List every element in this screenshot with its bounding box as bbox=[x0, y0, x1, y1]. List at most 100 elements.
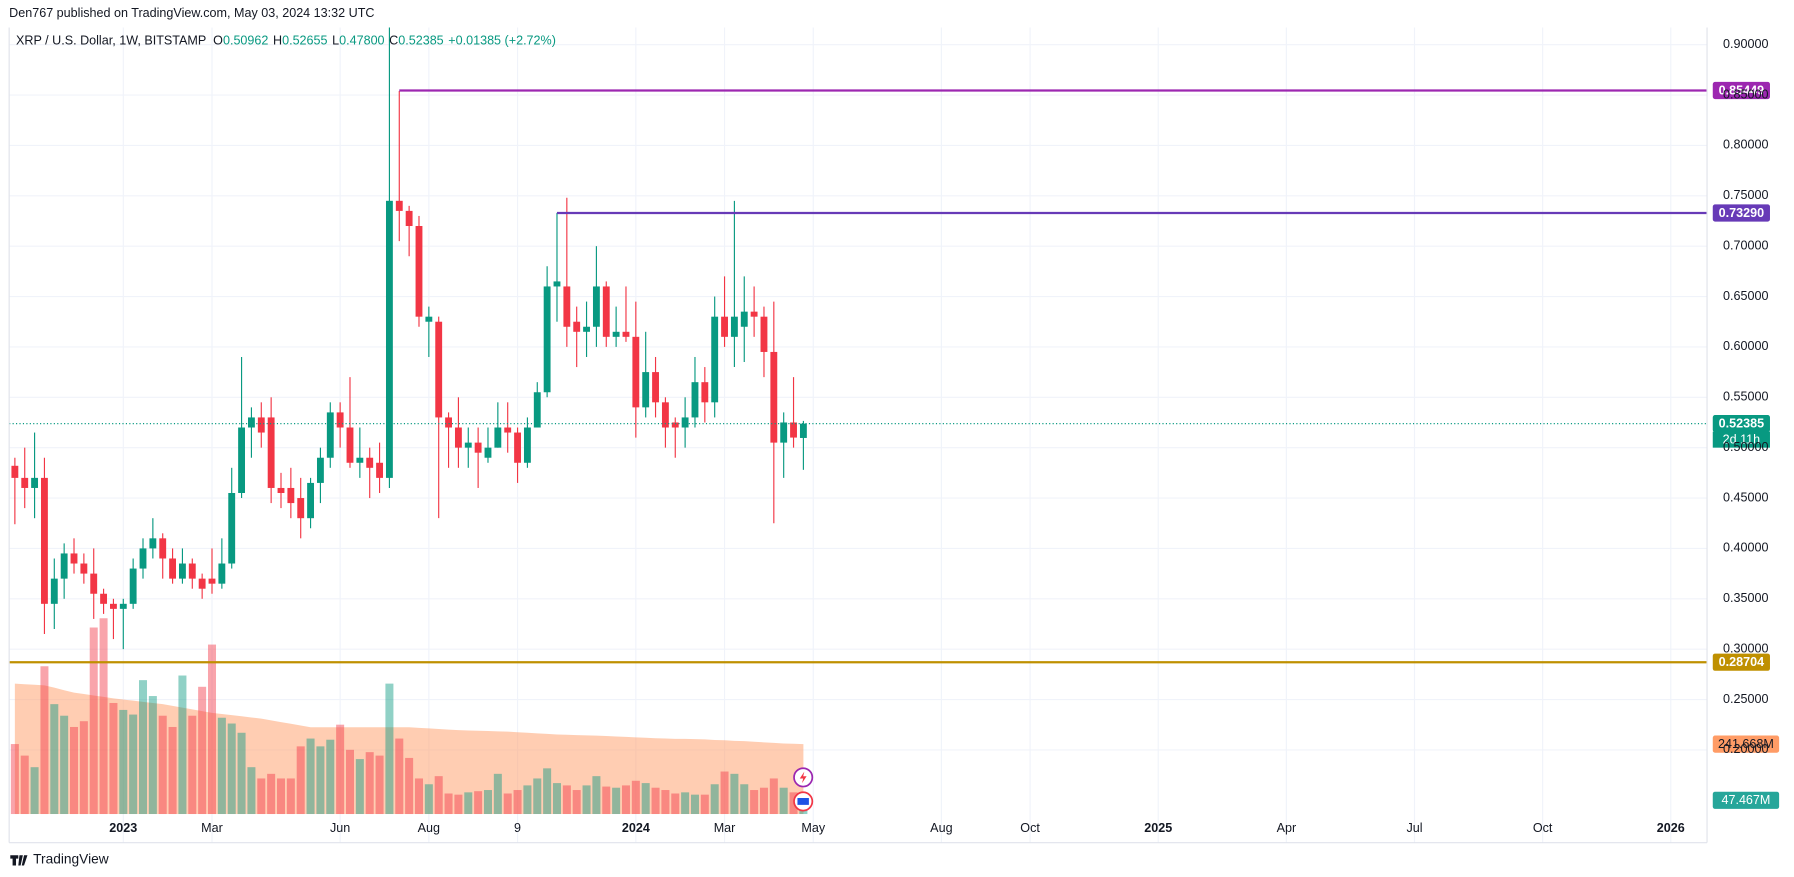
candle-body bbox=[445, 417, 452, 428]
volume-bar bbox=[681, 792, 690, 815]
volume-bar bbox=[365, 752, 374, 815]
x-tick-label: Jul bbox=[1406, 821, 1422, 835]
candle-body bbox=[504, 427, 512, 433]
volume-pane bbox=[10, 618, 808, 815]
volume-bar bbox=[257, 778, 266, 815]
y-tick-label: 0.55000 bbox=[1723, 390, 1768, 404]
candle-body bbox=[602, 286, 610, 337]
candle-body bbox=[425, 316, 433, 322]
last-price-label: 0.52385 bbox=[1719, 417, 1764, 431]
candle-body bbox=[730, 316, 738, 337]
volume-bar bbox=[70, 726, 79, 815]
footer-text: TradingView bbox=[33, 851, 109, 866]
x-tick-label: Oct bbox=[1533, 821, 1553, 835]
level-label: 0.73290 bbox=[1719, 206, 1764, 220]
volume-bar bbox=[474, 791, 483, 815]
last-price-label-bg bbox=[1712, 415, 1770, 433]
y-tick-label: 0.35000 bbox=[1723, 591, 1768, 605]
volume-ma-area bbox=[14, 683, 804, 815]
y-tick-label: 0.60000 bbox=[1723, 339, 1768, 353]
volume-bar bbox=[296, 746, 305, 815]
volume-bar bbox=[690, 794, 699, 815]
candle-body bbox=[799, 423, 807, 438]
candle-body bbox=[405, 210, 413, 227]
volume-bar bbox=[227, 723, 236, 815]
volume-bar bbox=[513, 790, 522, 815]
candle-body bbox=[41, 477, 48, 604]
candle-body bbox=[159, 538, 167, 559]
volume-bar bbox=[405, 757, 414, 815]
candle-body bbox=[681, 417, 689, 428]
candle-body bbox=[228, 492, 236, 564]
volume-bar bbox=[316, 746, 325, 815]
y-tick-label: 0.85000 bbox=[1723, 87, 1768, 101]
volume-bar bbox=[602, 786, 611, 815]
x-tick-label: 2024 bbox=[622, 821, 650, 835]
volume-bar bbox=[375, 755, 384, 815]
overlay: 0.85449 0.73290 0.28704 0.52385 2d 11h 241.66… bbox=[9, 81, 1780, 809]
volume-bar bbox=[464, 792, 473, 815]
y-tick-label: 0.75000 bbox=[1723, 188, 1768, 202]
volume-bar bbox=[109, 702, 118, 815]
volume-bar bbox=[237, 732, 246, 815]
volume-bar bbox=[710, 784, 719, 815]
volume-bar bbox=[158, 715, 167, 815]
volume-bar bbox=[139, 680, 148, 815]
candle-body bbox=[790, 422, 797, 438]
candle-body bbox=[612, 331, 620, 337]
volume-bar bbox=[572, 790, 581, 815]
grid bbox=[9, 27, 1708, 843]
candle-body bbox=[632, 336, 640, 408]
volume-bar bbox=[276, 778, 286, 815]
volume-bar bbox=[40, 666, 49, 815]
volume-bar bbox=[207, 644, 217, 815]
candle-body bbox=[553, 281, 561, 287]
candle-body bbox=[129, 568, 137, 604]
candle-body bbox=[247, 417, 255, 428]
candle-body bbox=[523, 427, 531, 463]
x-tick-label: Mar bbox=[714, 821, 736, 835]
volume-bar bbox=[740, 784, 749, 815]
candle-body bbox=[563, 286, 571, 327]
volume-bar bbox=[533, 778, 542, 815]
candle-body bbox=[11, 465, 19, 478]
x-tick-label: Mar bbox=[201, 821, 223, 835]
candle-body bbox=[110, 603, 117, 609]
candle-body bbox=[642, 372, 650, 408]
candle-body bbox=[60, 553, 68, 579]
volume-bar bbox=[79, 721, 88, 815]
candle-body bbox=[474, 442, 482, 453]
candle-body bbox=[178, 563, 186, 579]
header: Den767 published on TradingView.com, May… bbox=[9, 6, 374, 20]
candle-body bbox=[267, 417, 275, 488]
volume-label-bg bbox=[1712, 735, 1780, 753]
candle-body bbox=[277, 487, 285, 493]
x-tick-label: Jun bbox=[330, 821, 350, 835]
candle-body bbox=[592, 286, 600, 327]
candle-body bbox=[583, 326, 590, 332]
volume-bar bbox=[395, 738, 404, 815]
volume-bar bbox=[30, 767, 39, 815]
legend-value: 0.52655 bbox=[282, 34, 327, 48]
volume-bar bbox=[178, 675, 187, 815]
candle-body bbox=[543, 286, 551, 393]
volume-bar bbox=[217, 717, 226, 815]
volume-bar bbox=[188, 715, 197, 815]
volume-bar bbox=[454, 794, 463, 815]
x-tick-label: 2023 bbox=[109, 821, 137, 835]
volume-bar bbox=[631, 780, 640, 815]
candle-body bbox=[780, 422, 788, 443]
candle-body bbox=[90, 573, 98, 594]
volume-bar bbox=[582, 785, 591, 815]
volume-label: 241.668M bbox=[1718, 737, 1774, 751]
volume-bar bbox=[592, 776, 601, 815]
volume-bar bbox=[336, 724, 345, 815]
level-label-bg bbox=[1712, 204, 1770, 222]
candle-body bbox=[208, 578, 216, 584]
volume-bar bbox=[355, 759, 364, 815]
candle-body bbox=[661, 402, 669, 428]
legend-value: 0.47800 bbox=[339, 34, 384, 48]
y-tick-label: 0.30000 bbox=[1723, 641, 1768, 655]
y-tick-label: 0.25000 bbox=[1723, 692, 1768, 706]
volume-bar bbox=[326, 739, 335, 815]
